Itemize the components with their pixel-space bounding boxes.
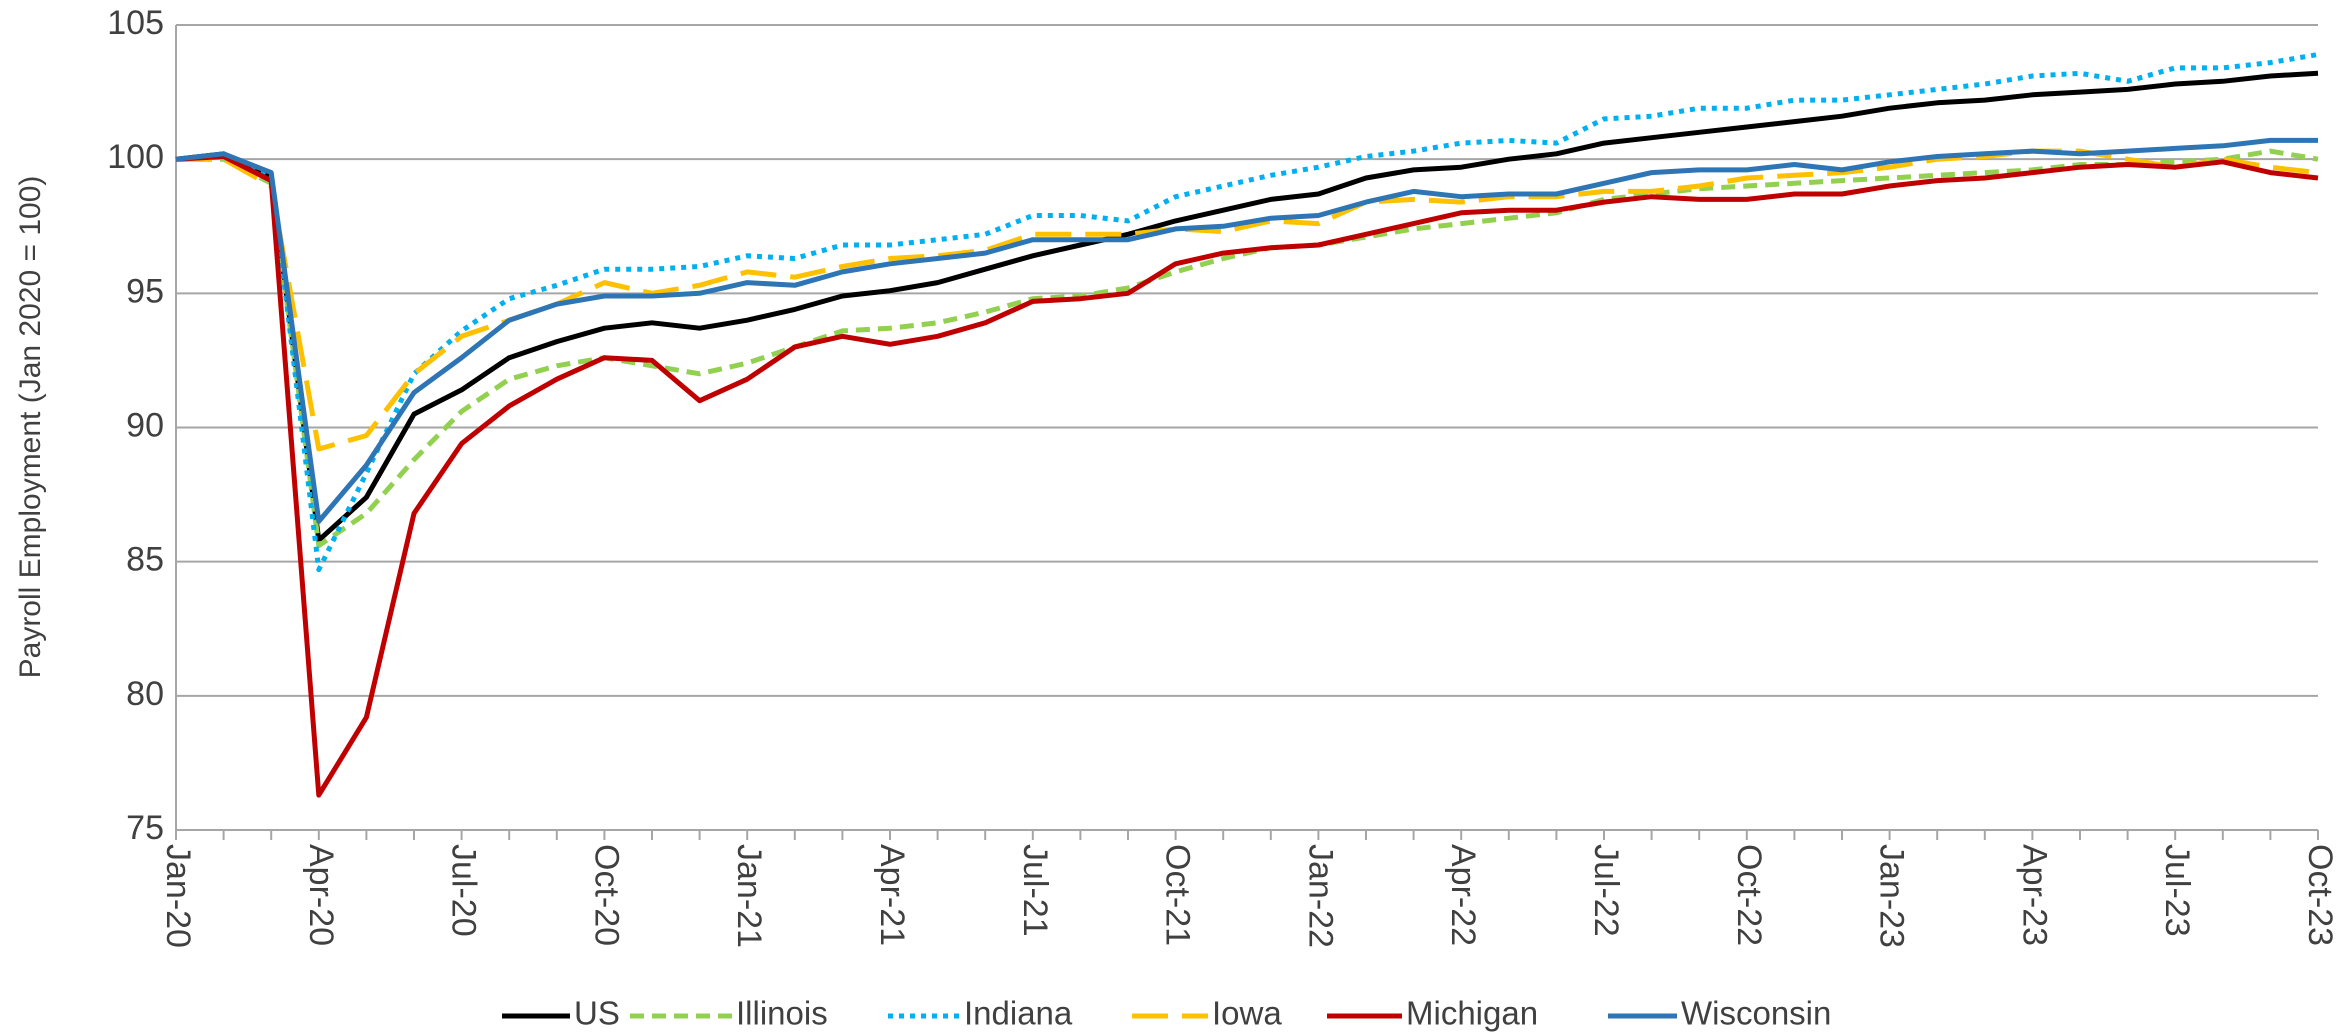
x-tick-label: Jan-20 bbox=[159, 844, 197, 948]
legend-label: Michigan bbox=[1406, 995, 1538, 1032]
series-line bbox=[175, 137, 2318, 524]
x-tick-label: Apr-22 bbox=[1444, 844, 1482, 946]
series-line bbox=[176, 148, 2319, 549]
y-tick-label: 85 bbox=[126, 541, 164, 579]
x-tick-label: Oct-21 bbox=[1159, 844, 1197, 946]
y-axis-title: Payroll Employment (Jan 2020 = 100) bbox=[14, 176, 47, 679]
series-line bbox=[175, 154, 2319, 798]
x-tick-label: Apr-20 bbox=[302, 844, 340, 946]
legend-label: Iowa bbox=[1212, 995, 1282, 1032]
x-tick-label: Apr-21 bbox=[873, 844, 911, 946]
x-tick-label: Jan-22 bbox=[1301, 844, 1339, 948]
x-tick-label: Oct-23 bbox=[2301, 844, 2339, 946]
y-tick-label: 105 bbox=[107, 4, 164, 42]
x-tick-label: Jan-21 bbox=[730, 844, 768, 948]
y-tick-label: 75 bbox=[126, 809, 164, 847]
legend-label: US bbox=[574, 995, 620, 1032]
x-tick-label: Jan-23 bbox=[1873, 844, 1911, 948]
legend-label: Illinois bbox=[736, 995, 828, 1032]
series-line bbox=[175, 52, 2319, 573]
y-tick-label: 95 bbox=[126, 272, 164, 310]
legend-label: Wisconsin bbox=[1681, 995, 1831, 1032]
series-line bbox=[175, 70, 2319, 543]
y-tick-label: 80 bbox=[126, 675, 164, 713]
x-tick-label: Oct-22 bbox=[1730, 844, 1768, 946]
legend-label: Indiana bbox=[964, 995, 1073, 1032]
series-line bbox=[176, 148, 2319, 452]
x-tick-label: Jul-22 bbox=[1587, 844, 1625, 937]
x-tick-label: Jul-23 bbox=[2158, 844, 2196, 937]
x-tick-label: Apr-23 bbox=[2015, 844, 2053, 946]
y-tick-label: 100 bbox=[107, 138, 164, 176]
x-tick-label: Jul-20 bbox=[445, 844, 483, 937]
x-tick-label: Jul-21 bbox=[1016, 844, 1054, 937]
x-tick-label: Oct-20 bbox=[587, 844, 625, 946]
y-tick-label: 90 bbox=[126, 406, 164, 444]
